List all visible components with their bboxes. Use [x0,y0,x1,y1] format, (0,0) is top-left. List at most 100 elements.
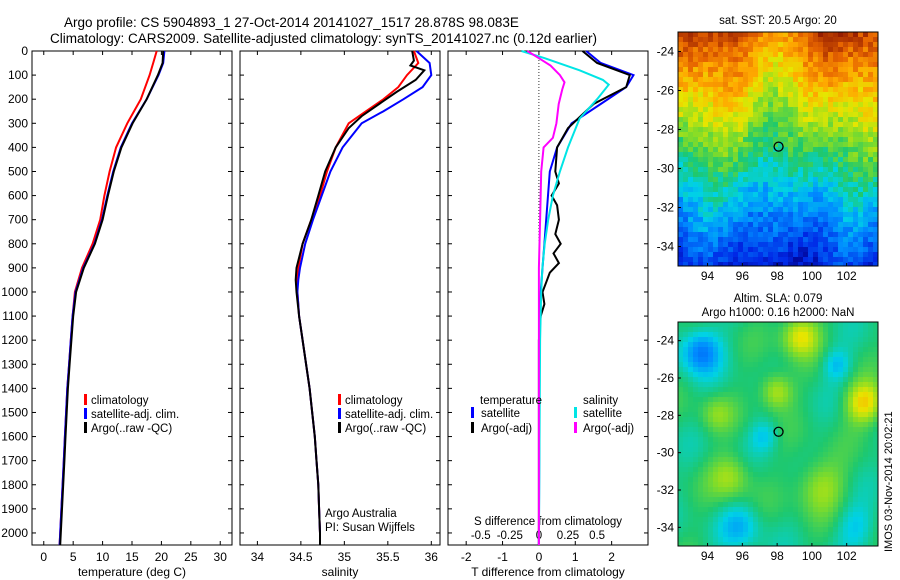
map-cell [773,152,779,158]
map-cell [748,522,754,528]
map-cell [803,407,809,413]
map-cell [873,257,879,263]
map-cell [678,92,684,98]
map-cell [773,417,779,423]
map-cell [718,417,724,423]
legend-swatch [338,422,341,433]
map-cell [693,107,699,113]
map-cell [793,432,799,438]
map-cell [853,67,859,73]
map-cell [688,542,694,547]
map-cell [738,107,744,113]
map-cell [798,412,804,418]
map-cell [753,352,759,358]
map-cell [853,242,859,248]
x-tick-label: 1 [572,550,579,564]
map-cell [758,367,764,373]
map-cell [833,447,839,453]
map-cell [848,127,854,133]
map-cell [803,242,809,248]
map-cell [873,487,879,493]
map-cell [838,417,844,423]
map-cell [773,182,779,188]
map-cell [703,137,709,143]
map-cell [708,42,714,48]
map-cell [823,222,829,228]
map-cell [708,87,714,93]
map-cell [838,427,844,433]
map-cell [818,482,824,488]
map-cell [833,322,839,328]
map-cell [728,362,734,368]
map-cell [858,112,864,118]
map-cell [783,357,789,363]
map-cell [718,202,724,208]
map-cell [818,232,824,238]
map-cell [738,122,744,128]
map-cell [703,127,709,133]
map-cell [733,162,739,168]
map-cell [678,522,684,528]
map-cell [868,237,874,243]
map-cell [818,132,824,138]
map-cell [818,487,824,493]
map-cell [838,517,844,523]
map-cell [838,107,844,113]
map-cell [848,342,854,348]
map-cell [698,402,704,408]
map-cell [873,462,879,468]
map-cell [703,337,709,343]
map-cell [843,237,849,243]
map-cell [713,52,719,58]
map-cell [683,412,689,418]
map-cell [723,372,729,378]
map-cell [698,462,704,468]
map-cell [768,447,774,453]
map-cell [863,497,869,503]
map-cell [783,372,789,378]
map-cell [798,187,804,193]
y-tick-label: 1200 [1,333,28,347]
map-cell [793,87,799,93]
map-cell [868,227,874,233]
map-cell [723,117,729,123]
map-cell [818,362,824,368]
map-cell [678,232,684,238]
map-cell [713,497,719,503]
map-cell [688,422,694,428]
map-cell [698,362,704,368]
map-cell [683,442,689,448]
map-cell [753,342,759,348]
map-cell [803,497,809,503]
map-cell [758,202,764,208]
map-cell [743,507,749,513]
map-cell [813,522,819,528]
map-cell [848,527,854,533]
map-cell [853,332,859,338]
map-cell [858,542,864,547]
map-cell [683,102,689,108]
map-cell [858,327,864,333]
map-cell [853,47,859,53]
map-cell [753,377,759,383]
map-cell [758,132,764,138]
map-cell [708,237,714,243]
map-cell [843,192,849,198]
map-cell [813,327,819,333]
map-cell [748,117,754,123]
map-cell [853,362,859,368]
map-cell [763,477,769,483]
map-cell [698,122,704,128]
map-cell [718,102,724,108]
map-cell [723,432,729,438]
map-cell [833,517,839,523]
map-cell [758,172,764,178]
map-cell [848,137,854,143]
map-cell [823,262,829,267]
map-cell [823,367,829,373]
map-cell [773,517,779,523]
map-cell [773,37,779,43]
map-cell [793,387,799,393]
map-cell [713,322,719,328]
map-cell [678,122,684,128]
